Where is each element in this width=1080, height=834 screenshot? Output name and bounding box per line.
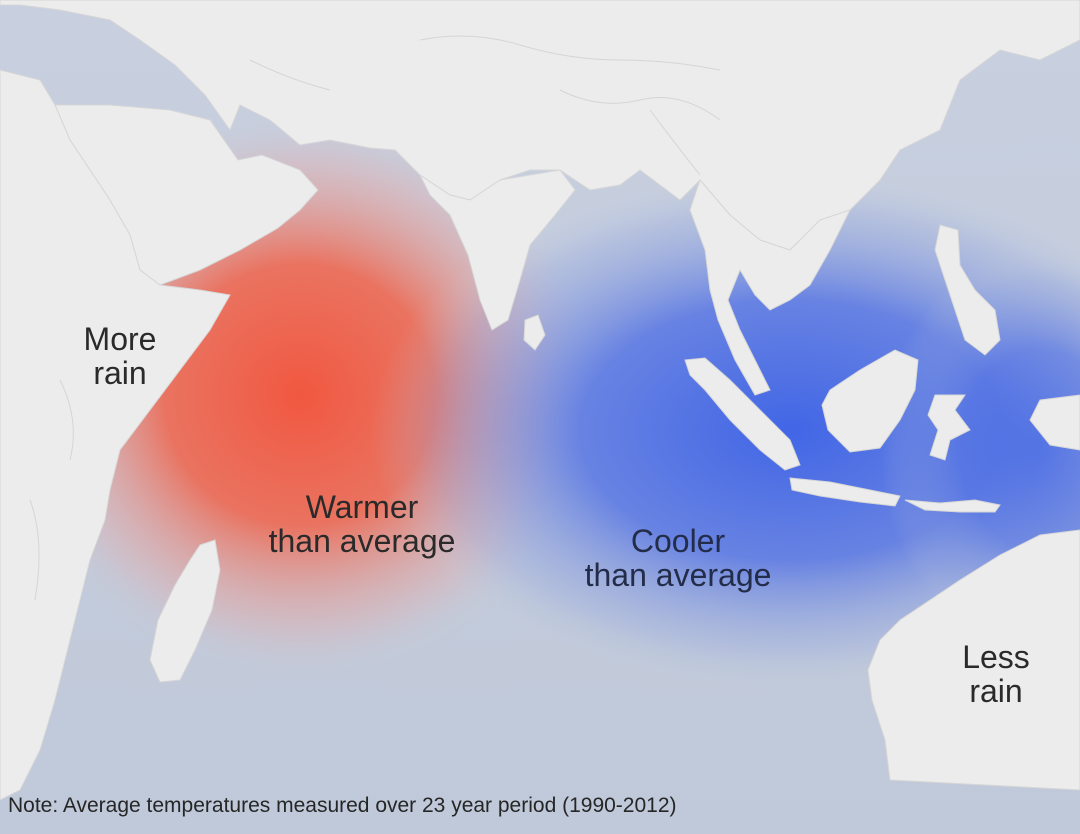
cooler-than-average-label: Cooler than average bbox=[548, 524, 808, 592]
warmer-line-2: than average bbox=[268, 523, 456, 559]
cool-anomaly-area bbox=[370, 170, 1080, 690]
land bbox=[0, 0, 1080, 801]
terrain-detail bbox=[29, 35, 721, 601]
cooler-line-1: Cooler bbox=[630, 523, 726, 559]
footnote: Note: Average temperatures measured over… bbox=[8, 794, 677, 817]
more-rain-label: More rain bbox=[60, 322, 180, 390]
more-rain-line-2: rain bbox=[93, 355, 147, 391]
cooler-line-2: than average bbox=[584, 557, 772, 593]
warmer-line-1: Warmer bbox=[305, 489, 419, 525]
less-rain-line-1: Less bbox=[962, 639, 1030, 675]
less-rain-line-2: rain bbox=[969, 673, 1023, 709]
warmer-than-average-label: Warmer than average bbox=[232, 490, 492, 558]
more-rain-line-1: More bbox=[83, 321, 157, 357]
less-rain-label: Less rain bbox=[936, 640, 1056, 708]
